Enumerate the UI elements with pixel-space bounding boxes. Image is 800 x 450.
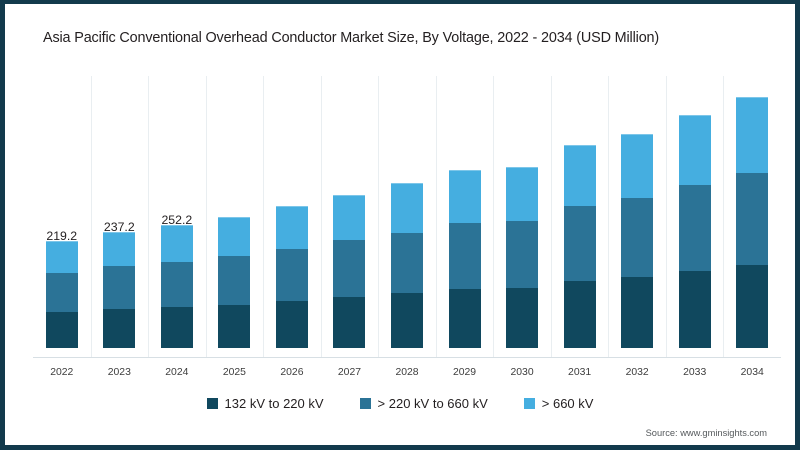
bar-segment--220-kv-to-660-kv[interactable] — [333, 240, 366, 298]
bar-segment--660-kv[interactable] — [448, 170, 481, 224]
gridline — [665, 76, 667, 358]
bar-segment--660-kv[interactable] — [160, 224, 193, 262]
x-axis-label-2033: 2033 — [683, 367, 707, 378]
legend-item--220-kv-to-660-kv[interactable]: > 220 kV to 660 kV — [359, 396, 488, 411]
gridline — [148, 76, 150, 358]
bar-segment--660-kv[interactable] — [275, 206, 308, 249]
x-axis-label-2029: 2029 — [452, 367, 477, 378]
x-axis-label-2031: 2031 — [568, 367, 592, 378]
bar-segment--660-kv[interactable] — [391, 183, 423, 233]
bar-2029[interactable] — [448, 170, 481, 348]
bar-segment--220-kv-to-660-kv[interactable] — [391, 232, 423, 294]
legend-label: > 660 kV — [541, 396, 594, 411]
x-axis-label-2032: 2032 — [625, 367, 649, 378]
bar-segment-132-kv-to-220-kv[interactable] — [621, 277, 654, 348]
bar-segment-132-kv-to-220-kv[interactable] — [563, 280, 596, 348]
chart-title: Asia Pacific Conventional Overhead Condu… — [43, 30, 660, 46]
legend-swatch-icon — [523, 398, 535, 409]
legend-item--660-kv[interactable]: > 660 kV — [523, 396, 594, 411]
bar-segment-132-kv-to-220-kv[interactable] — [448, 288, 481, 348]
chart-card: Asia Pacific Conventional Overhead Condu… — [5, 4, 795, 445]
gridline — [550, 76, 552, 358]
x-axis-label-2030: 2030 — [510, 367, 534, 378]
bar-2022[interactable] — [45, 240, 78, 348]
bar-segment--220-kv-to-660-kv[interactable] — [160, 261, 193, 307]
bar-segment--660-kv[interactable] — [45, 240, 78, 273]
bar-segment--220-kv-to-660-kv[interactable] — [103, 266, 136, 310]
bar-segment--660-kv[interactable] — [621, 134, 654, 199]
gridline — [90, 76, 92, 358]
bar-segment--220-kv-to-660-kv[interactable] — [45, 272, 78, 313]
gridline — [205, 76, 207, 358]
bar-segment--660-kv[interactable] — [103, 232, 136, 267]
legend-item-132-kv-to-220-kv[interactable]: 132 kV to 220 kV — [206, 396, 324, 411]
bar-segment-132-kv-to-220-kv[interactable] — [736, 264, 769, 348]
legend-label: > 220 kV to 660 kV — [377, 396, 488, 411]
chart-legend: 132 kV to 220 kV > 220 kV to 660 kV > 660 … — [5, 396, 795, 411]
bar-2033[interactable] — [678, 114, 711, 348]
bar-segment--220-kv-to-660-kv[interactable] — [448, 223, 481, 289]
bar-segment--220-kv-to-660-kv[interactable] — [621, 198, 654, 278]
x-axis-label-2034: 2034 — [740, 367, 764, 378]
bar-2032[interactable] — [621, 134, 654, 348]
legend-label: 132 kV to 220 kV — [224, 396, 324, 411]
legend-swatch-icon — [359, 398, 371, 409]
bar-2024[interactable] — [160, 224, 193, 348]
bar-segment-132-kv-to-220-kv[interactable] — [160, 306, 193, 348]
bar-segment-132-kv-to-220-kv[interactable] — [678, 270, 711, 348]
bar-2034[interactable] — [736, 96, 769, 348]
bar-2031[interactable] — [563, 144, 596, 348]
x-axis-label-2024: 2024 — [165, 367, 189, 378]
bar-segment--220-kv-to-660-kv[interactable] — [736, 172, 769, 265]
gridline — [435, 76, 437, 358]
gridline — [378, 76, 380, 358]
value-label-2024: 252.2 — [161, 212, 193, 227]
bar-segment--660-kv[interactable] — [678, 114, 711, 185]
x-axis-label-2023: 2023 — [107, 367, 131, 378]
legend-swatch-icon — [206, 398, 218, 409]
bar-segment--660-kv[interactable] — [563, 144, 596, 206]
bar-2028[interactable] — [391, 183, 423, 348]
gridline — [263, 76, 265, 358]
bar-segment--660-kv[interactable] — [506, 167, 539, 222]
bar-2025[interactable] — [218, 217, 251, 348]
plot-area — [33, 76, 781, 358]
bar-segment--660-kv[interactable] — [333, 194, 366, 241]
x-axis-label-2027: 2027 — [337, 367, 362, 378]
bar-segment-132-kv-to-220-kv[interactable] — [506, 287, 539, 348]
source-attribution: Source: www.gminsights.com — [645, 428, 767, 438]
bar-segment-132-kv-to-220-kv[interactable] — [275, 301, 308, 348]
bar-segment--660-kv[interactable] — [218, 217, 251, 257]
bar-2026[interactable] — [275, 206, 308, 348]
gridline — [320, 76, 322, 358]
bar-segment--220-kv-to-660-kv[interactable] — [563, 205, 596, 281]
value-label-2022: 219.2 — [46, 228, 78, 243]
bar-2023[interactable] — [103, 232, 136, 348]
bar-segment--220-kv-to-660-kv[interactable] — [218, 256, 251, 305]
bar-2030[interactable] — [506, 167, 539, 348]
x-axis-label-2026: 2026 — [280, 367, 304, 378]
bar-segment--220-kv-to-660-kv[interactable] — [506, 221, 539, 288]
gridline — [608, 76, 610, 358]
bar-segment-132-kv-to-220-kv[interactable] — [218, 304, 251, 348]
x-axis-label-2022: 2022 — [50, 367, 74, 378]
bar-2027[interactable] — [333, 194, 366, 348]
bar-segment-132-kv-to-220-kv[interactable] — [391, 293, 423, 348]
x-axis-label-2028: 2028 — [395, 367, 419, 378]
bar-segment-132-kv-to-220-kv[interactable] — [103, 309, 136, 348]
gridline — [723, 76, 725, 358]
bar-segment--220-kv-to-660-kv[interactable] — [678, 184, 711, 271]
bar-segment--660-kv[interactable] — [736, 96, 769, 173]
value-label-2023: 237.2 — [103, 220, 135, 235]
axis-baseline — [33, 357, 781, 358]
x-axis-label-2025: 2025 — [222, 367, 246, 378]
gridline — [493, 76, 495, 358]
bar-segment--220-kv-to-660-kv[interactable] — [275, 248, 308, 302]
bar-segment-132-kv-to-220-kv[interactable] — [45, 312, 78, 348]
bar-segment-132-kv-to-220-kv[interactable] — [333, 297, 366, 348]
